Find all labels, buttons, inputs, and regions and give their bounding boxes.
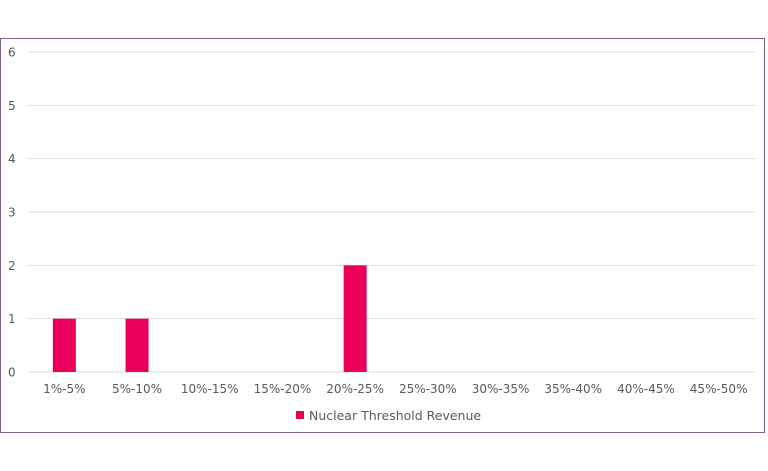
- x-tick-label: 35%-40%: [544, 382, 602, 396]
- y-tick-label: 5: [8, 99, 16, 113]
- x-tick-label: 10%-15%: [181, 382, 239, 396]
- y-tick-label: 6: [8, 46, 16, 60]
- x-tick-label: 15%-20%: [254, 382, 312, 396]
- x-tick-label: 1%-5%: [43, 382, 85, 396]
- x-tick-label: 5%-10%: [112, 382, 162, 396]
- y-tick-label: 2: [8, 259, 16, 273]
- y-tick-label: 3: [8, 206, 16, 220]
- legend-label: Nuclear Threshold Revenue: [309, 408, 481, 423]
- y-tick-label: 0: [8, 366, 16, 380]
- bar: [52, 318, 76, 372]
- y-tick-label: 1: [8, 312, 16, 326]
- legend: Nuclear Threshold Revenue: [296, 408, 481, 423]
- x-tick-label: 25%-30%: [399, 382, 457, 396]
- y-tick-label: 4: [8, 152, 16, 166]
- x-tick-label: 45%-50%: [690, 382, 748, 396]
- bar: [343, 265, 367, 372]
- chart-frame: [0, 38, 765, 433]
- x-tick-label: 30%-35%: [472, 382, 530, 396]
- x-tick-label: 40%-45%: [617, 382, 675, 396]
- bar: [125, 318, 149, 372]
- legend-swatch: [296, 411, 304, 419]
- x-tick-label: 20%-25%: [326, 382, 384, 396]
